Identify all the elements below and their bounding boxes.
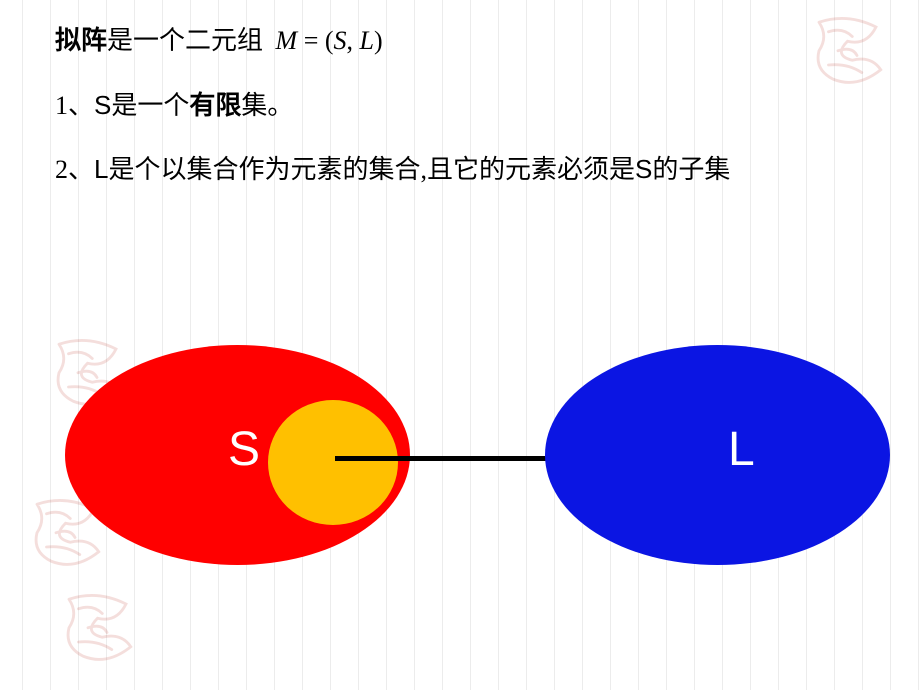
math-expression: M = (S, L) [276,26,383,55]
matroid-diagram: S L [60,330,860,630]
label-S: S [228,422,260,477]
definition-line: 拟阵是一个二元组 M = (S, L) [55,20,880,57]
slide-content: 拟阵是一个二元组 M = (S, L) 1、S是一个有限集。 2、L是个以集合作… [55,20,880,189]
subset-ellipse [268,400,398,525]
point-1: 1、S是一个有限集。 [55,85,880,122]
point-2: 2、L是个以集合作为元素的集合,且它的元素必须是S的子集 [55,150,880,189]
set-L-ellipse [545,345,890,565]
term-matroid: 拟阵 [55,26,107,55]
label-L: L [728,422,755,477]
